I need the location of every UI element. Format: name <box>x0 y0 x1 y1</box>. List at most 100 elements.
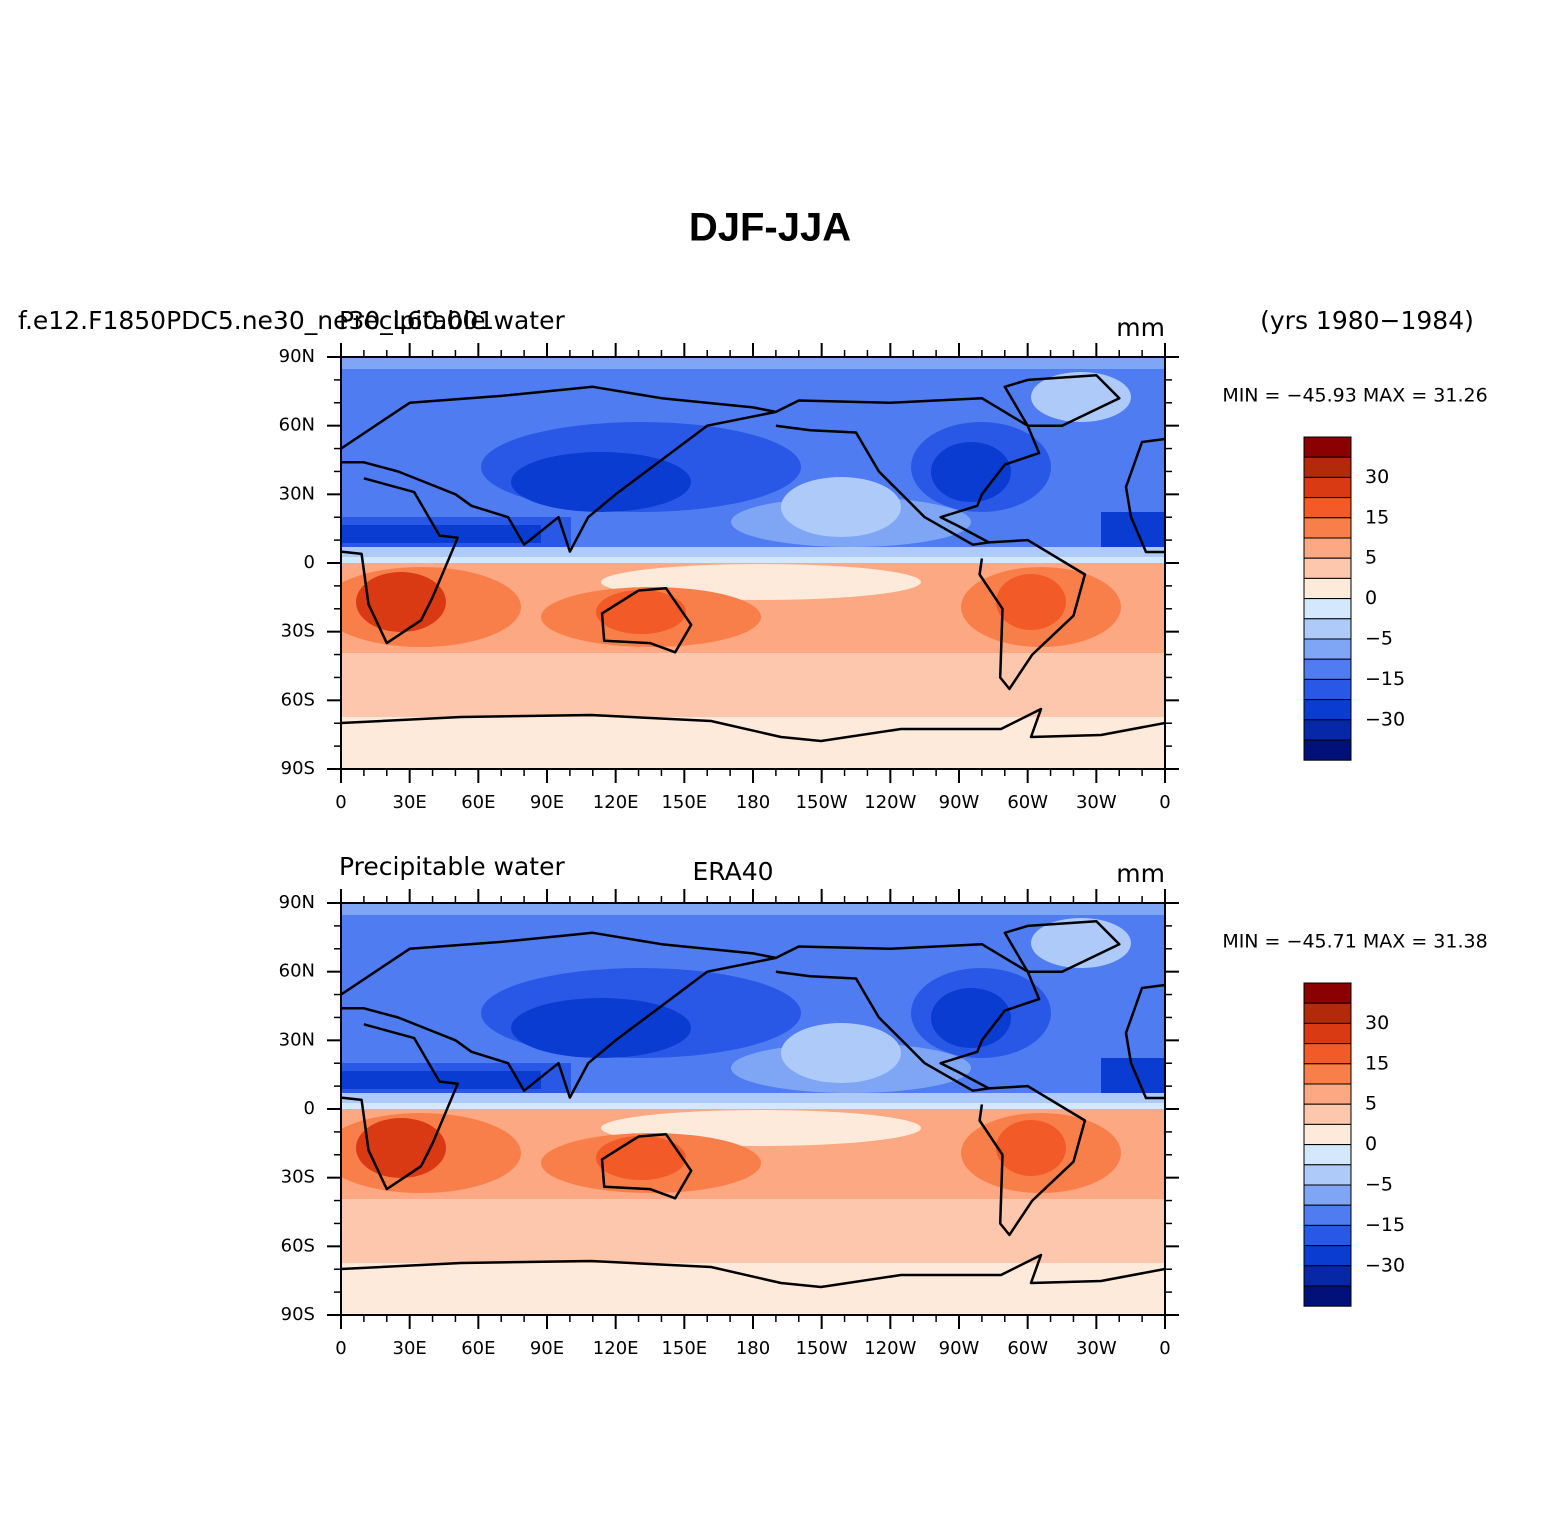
colorbar-label: 15 <box>1365 506 1389 528</box>
left-title: Precipitable water <box>339 306 565 335</box>
colorbar-box <box>1303 739 1352 761</box>
colorbar-box <box>1303 658 1352 680</box>
colorbar-box <box>1303 678 1352 701</box>
colorbar-box <box>1303 517 1352 539</box>
y-tick-label: 30N <box>279 1029 315 1050</box>
left-title: Precipitable water <box>339 852 565 881</box>
colorbar-box <box>1303 497 1352 519</box>
x-tick-label: 180 <box>736 1338 770 1359</box>
colorbar-box <box>1303 982 1352 1004</box>
y-tick-label: 60N <box>279 961 315 982</box>
title: DJF-JJA <box>689 206 851 250</box>
y-tick-label: 90N <box>279 346 315 367</box>
x-tick-label: 60E <box>461 792 495 813</box>
y-tick-label: 30N <box>279 483 315 504</box>
x-tick-label: 0 <box>1159 1338 1170 1359</box>
colorbar-label: 30 <box>1365 466 1389 488</box>
colorbar-label: 0 <box>1365 1133 1377 1155</box>
colorbar-label: −5 <box>1365 1174 1393 1196</box>
y-tick-label: 90S <box>281 758 315 779</box>
colorbar-box <box>1303 618 1352 640</box>
colorbar-label: −15 <box>1365 1214 1405 1236</box>
colorbar-label: −5 <box>1365 628 1393 650</box>
y-tick-label: 60N <box>279 415 315 436</box>
x-tick-label: 120W <box>864 1338 916 1359</box>
units: mm <box>1116 313 1165 342</box>
colorbar-label: −30 <box>1365 1254 1405 1276</box>
x-tick-label: 150E <box>661 792 707 813</box>
colorbar-box <box>1303 1224 1352 1247</box>
colorbar-box <box>1303 719 1352 741</box>
min-max: MIN = −45.93 MAX = 31.26 <box>1222 385 1487 407</box>
colorbar-label: 5 <box>1365 547 1377 569</box>
x-tick-label: 120E <box>593 1338 639 1359</box>
x-tick-label: 60W <box>1007 1338 1048 1359</box>
y-tick-label: 0 <box>304 1098 315 1119</box>
x-tick-label: 150W <box>796 792 848 813</box>
case-name: f.e12.F1850PDC5.ne30_ne30_L60.001 <box>18 306 494 335</box>
colorbar-box <box>1303 577 1352 600</box>
colorbar-box <box>1303 1285 1352 1307</box>
y-tick-label: 60S <box>281 1235 315 1256</box>
colorbar-box <box>1303 638 1352 660</box>
y-tick-label: 60S <box>281 689 315 710</box>
x-tick-label: 180 <box>736 792 770 813</box>
colorbar-box <box>1303 598 1352 620</box>
colorbar-box <box>1303 476 1352 499</box>
colorbar-box <box>1303 1083 1352 1105</box>
colorbar-label: 5 <box>1365 1093 1377 1115</box>
map-field <box>321 903 1165 1315</box>
map-field <box>321 357 1165 769</box>
colorbar-box <box>1303 1063 1352 1085</box>
x-tick-label: 90E <box>530 792 564 813</box>
x-tick-label: 30W <box>1076 792 1117 813</box>
x-tick-label: 30W <box>1076 1338 1117 1359</box>
colorbar-box <box>1303 1164 1352 1186</box>
x-tick-label: 0 <box>335 1338 346 1359</box>
y-tick-label: 30S <box>281 621 315 642</box>
colorbar-box <box>1303 1184 1352 1206</box>
colorbar-label: −15 <box>1365 668 1405 690</box>
x-tick-label: 90W <box>939 1338 980 1359</box>
y-tick-label: 30S <box>281 1167 315 1188</box>
min-max: MIN = −45.71 MAX = 31.38 <box>1222 931 1487 953</box>
colorbar-label: 30 <box>1365 1012 1389 1034</box>
colorbar-box <box>1303 1144 1352 1166</box>
colorbar-box <box>1303 1245 1352 1267</box>
x-tick-label: 30E <box>393 792 427 813</box>
colorbar-box <box>1303 699 1352 721</box>
colorbar-box <box>1303 537 1352 559</box>
colorbar-box <box>1303 436 1352 458</box>
y-tick-label: 90N <box>279 892 315 913</box>
x-tick-label: 150E <box>661 1338 707 1359</box>
y-tick-label: 0 <box>304 552 315 573</box>
x-tick-label: 120E <box>593 792 639 813</box>
colorbar-box <box>1303 456 1352 478</box>
colorbar-box <box>1303 1043 1352 1065</box>
x-tick-label: 0 <box>335 792 346 813</box>
colorbar-label: 15 <box>1365 1052 1389 1074</box>
x-tick-label: 30E <box>393 1338 427 1359</box>
years: (yrs 1980−1984) <box>1260 306 1474 335</box>
x-tick-label: 60W <box>1007 792 1048 813</box>
colorbar-box <box>1303 1022 1352 1045</box>
x-tick-label: 90W <box>939 792 980 813</box>
colorbar-box <box>1303 1103 1352 1125</box>
panels: f.e12.F1850PDC5.ne30_ne30_L60.001Precipi… <box>18 306 1488 1359</box>
colorbar-box <box>1303 1002 1352 1024</box>
y-tick-label: 90S <box>281 1304 315 1325</box>
x-tick-label: 60E <box>461 1338 495 1359</box>
center-title: ERA40 <box>692 857 773 886</box>
colorbar-box <box>1303 1123 1352 1146</box>
colorbar-box <box>1303 557 1352 579</box>
colorbar-box <box>1303 1265 1352 1287</box>
x-tick-label: 90E <box>530 1338 564 1359</box>
colorbar-label: 0 <box>1365 587 1377 609</box>
units: mm <box>1116 859 1165 888</box>
colorbar-label: −30 <box>1365 708 1405 730</box>
x-tick-label: 0 <box>1159 792 1170 813</box>
x-tick-label: 120W <box>864 792 916 813</box>
colorbar-box <box>1303 1204 1352 1226</box>
x-tick-label: 150W <box>796 1338 848 1359</box>
